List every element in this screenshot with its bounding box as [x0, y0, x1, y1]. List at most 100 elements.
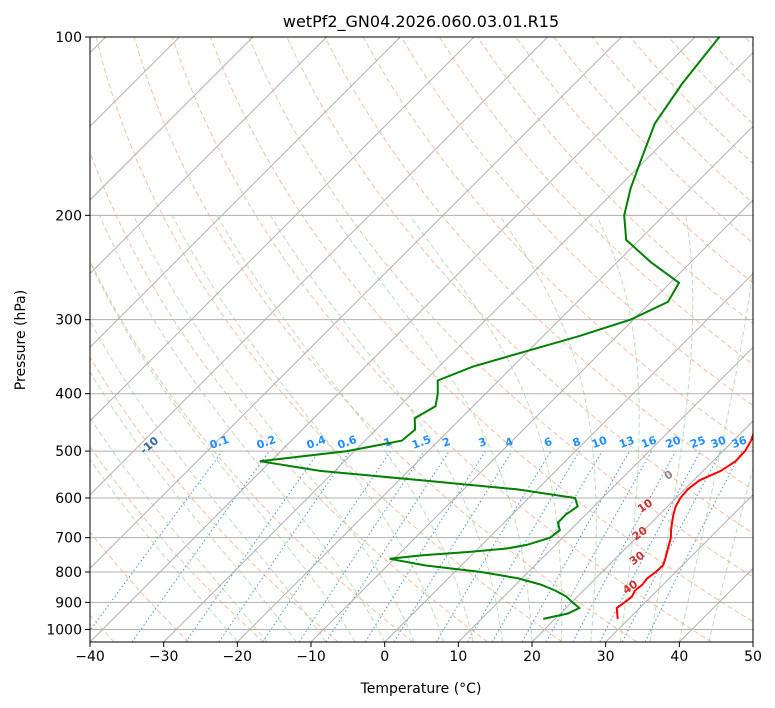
- isotherm--70: [90, 37, 475, 422]
- isotherm-20: [531, 420, 753, 642]
- moist-adiabat: [649, 215, 694, 642]
- mixing-ratio-line: [644, 450, 743, 642]
- chart-title: wetPf2_GN04.2026.060.03.01.R15: [283, 12, 559, 32]
- y-tick-label: 400: [55, 387, 82, 403]
- moist-adiabat: [171, 215, 445, 642]
- isotherm-30: [605, 493, 753, 642]
- mixing-ratio-label: 0.4: [305, 433, 328, 452]
- y-tick-label: 100: [55, 30, 82, 46]
- dry-adiabat: [248, 37, 753, 578]
- mixing-ratio-line: [218, 450, 351, 642]
- x-tick-label: 0: [380, 649, 389, 665]
- moist-adiabat: [708, 466, 753, 642]
- moist-adiabat: [678, 266, 753, 642]
- dry-adiabat: [90, 150, 488, 642]
- dry-adiabat: [95, 37, 563, 642]
- y-tick-label: 200: [55, 208, 82, 224]
- y-tick-label: 800: [55, 565, 82, 581]
- mixing-ratio-line: [325, 450, 450, 642]
- y-axis-ticks: 100 200 300 400 500 600 700 800 900 1000: [46, 30, 90, 638]
- dry-adiabat: [90, 531, 190, 642]
- moist-adiabat: [90, 261, 356, 642]
- mixing-ratio-label: 8: [571, 435, 583, 450]
- isotherm--60: [90, 37, 549, 496]
- dry-adiabat: [400, 37, 753, 407]
- x-tick-label: 40: [670, 649, 688, 665]
- isotherm--10: [310, 199, 753, 642]
- isobars: [90, 37, 753, 630]
- moist-adiabat: [269, 215, 503, 642]
- x-tick-label: −40: [75, 649, 105, 665]
- moist-adiabat: [90, 458, 238, 642]
- mixing-ratio-line: [521, 450, 630, 642]
- x-tick-label: −10: [296, 649, 326, 665]
- dry-adiabat: [90, 356, 339, 642]
- dry-adiabat: [90, 445, 264, 642]
- moist-adiabat: [90, 320, 327, 642]
- x-tick-label: 30: [597, 649, 615, 665]
- isotherms: [90, 37, 753, 642]
- mixing-ratio-line: [262, 450, 392, 642]
- x-axis-ticks: −40 −30 −20 −10 0 10 20 30 40 50: [75, 642, 762, 665]
- mixing-ratio-label: 30: [709, 434, 728, 452]
- mixing-ratio-line: [298, 450, 425, 642]
- isotherm--20: [236, 125, 753, 642]
- mixing-ratio-line: [90, 450, 223, 632]
- x-tick-label: 50: [744, 649, 762, 665]
- dry-adiabat: [133, 37, 638, 642]
- dry-adiabats: [90, 37, 753, 642]
- moist-adiabat: [90, 370, 297, 642]
- y-tick-label: 900: [55, 595, 82, 611]
- mixing-ratio-label: 13: [617, 434, 636, 451]
- mixing-ratio-label: 36: [730, 434, 749, 452]
- mixing-ratio-line: [545, 450, 653, 642]
- mixing-ratio-label: 3: [477, 435, 489, 450]
- isotherm-0: [384, 272, 753, 642]
- y-tick-label: 700: [55, 531, 82, 547]
- isotherm--90: [90, 37, 328, 275]
- mixing-ratio-label: 10: [590, 434, 609, 452]
- moist-adiabat: [409, 215, 563, 642]
- x-tick-label: −30: [149, 649, 179, 665]
- mixing-ratio-line: [131, 450, 270, 642]
- mixing-ratio-label: 0.2: [255, 433, 278, 452]
- mixing-ratio-label: 0.6: [336, 433, 359, 452]
- x-tick-label: 20: [523, 649, 541, 665]
- moist-adiabat: [595, 215, 640, 642]
- moist-adiabat: [99, 215, 386, 642]
- isotherm--40: [90, 37, 696, 642]
- dry-adiabat: [324, 37, 753, 491]
- x-tick-label: 10: [449, 649, 467, 665]
- plot-frame: [89, 36, 754, 643]
- mixing-ratio-label: 25: [689, 434, 708, 451]
- y-tick-label: 500: [55, 444, 82, 460]
- mixing-ratio-line: [393, 450, 513, 642]
- dry-adiabat: [515, 37, 753, 284]
- mixing-ratio-label: 1.5: [410, 433, 433, 452]
- y-tick-label: 600: [55, 491, 82, 507]
- moist-adiabat: [498, 215, 597, 642]
- y-tick-label: 1000: [46, 622, 82, 638]
- moist-adiabat: [90, 416, 268, 642]
- x-tick-label: −20: [223, 649, 253, 665]
- dry-adiabat: [438, 37, 753, 366]
- dewpoint-line: [259, 37, 721, 620]
- temperature-line: [615, 431, 753, 619]
- x-axis-label: Temperature (°C): [360, 681, 482, 697]
- mixing-ratio-label: 6: [542, 435, 554, 450]
- isotherm--80: [90, 37, 401, 349]
- isotherm-10: [457, 346, 753, 642]
- mixing-ratio-label: 4: [503, 435, 515, 450]
- moist-adiabat: [133, 215, 415, 642]
- dry-adiabat: [210, 37, 753, 623]
- y-tick-label: 300: [55, 313, 82, 329]
- mixing-ratio-line: [572, 450, 677, 642]
- mixing-ratio-label: 2: [441, 435, 453, 450]
- mixing-ratio-label: 0.1: [208, 433, 231, 452]
- moist-adiabats: [90, 215, 753, 642]
- isotherm--50: [90, 37, 622, 570]
- mixing-ratio-label: 16: [640, 434, 659, 452]
- mixing-ratio-label: 20: [664, 434, 683, 452]
